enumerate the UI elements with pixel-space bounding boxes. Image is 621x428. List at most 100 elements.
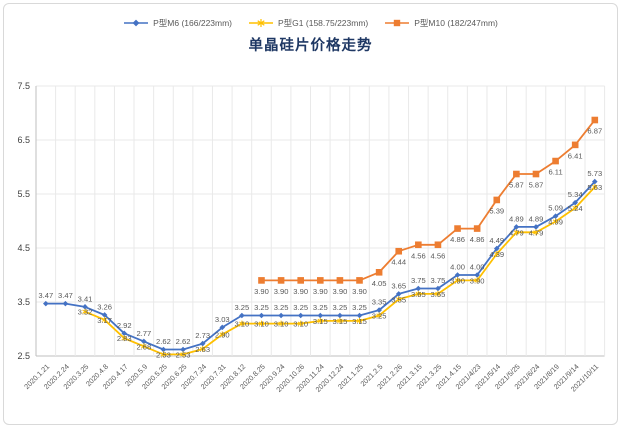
- data-label: 2.62: [156, 337, 171, 346]
- data-label: 3.25: [234, 303, 249, 312]
- data-point-marker: [454, 272, 461, 278]
- data-point-marker: [395, 296, 402, 303]
- data-point-marker: [473, 225, 481, 232]
- data-point-marker: [572, 199, 578, 206]
- data-label: 3.65: [431, 290, 446, 299]
- data-label: 4.79: [509, 228, 524, 237]
- data-point-marker: [82, 308, 88, 315]
- data-point-marker: [101, 312, 108, 318]
- data-point-marker: [415, 285, 422, 292]
- data-point-marker: [415, 290, 422, 297]
- data-point-marker: [317, 312, 324, 319]
- data-label: 5.63: [587, 183, 602, 192]
- data-point-marker: [62, 300, 69, 307]
- data-point-marker: [591, 116, 599, 124]
- data-label: 3.90: [313, 287, 328, 296]
- data-label: 4.05: [372, 279, 387, 288]
- line-star-marker-icon: [249, 19, 274, 27]
- data-point-marker: [199, 345, 206, 352]
- data-label: 2.53: [156, 350, 171, 359]
- data-point-marker: [258, 312, 265, 319]
- data-label: 3.10: [293, 320, 308, 329]
- data-label: 3.26: [97, 303, 112, 312]
- data-point-marker: [180, 351, 186, 358]
- legend-label-m10: P型M10 (182/247mm): [414, 18, 498, 28]
- data-label: 6.41: [568, 151, 583, 160]
- data-point-marker: [337, 317, 343, 324]
- data-label: 2.62: [176, 337, 191, 346]
- chart-title: 单晶硅片价格走势: [248, 38, 373, 54]
- data-label: 3.41: [78, 294, 93, 303]
- data-label: 2.73: [195, 331, 210, 340]
- data-label: 4.89: [529, 214, 544, 223]
- data-label: 3.90: [352, 287, 367, 296]
- data-label: 3.25: [293, 303, 308, 312]
- data-label: 3.90: [293, 287, 308, 296]
- data-label: 3.90: [333, 287, 348, 296]
- data-point-marker: [375, 269, 383, 276]
- data-point-marker: [592, 183, 598, 190]
- data-point-marker: [356, 277, 363, 284]
- data-label: 3.90: [450, 276, 465, 285]
- line-square-marker-icon: [385, 19, 410, 27]
- data-label: 3.25: [254, 303, 269, 312]
- data-label: 5.34: [568, 190, 583, 199]
- legend-label-g1: P型G1 (158.75/223mm): [278, 18, 369, 28]
- legend-item-m6: P型M6 (166/223mm): [123, 17, 232, 29]
- y-axis-tick-label: 5.5: [17, 189, 30, 199]
- data-point-marker: [552, 218, 559, 225]
- data-label: 3.65: [411, 290, 426, 299]
- data-point-marker: [180, 346, 186, 353]
- data-label: 5.87: [529, 181, 544, 190]
- data-point-marker: [533, 224, 539, 230]
- data-point-marker: [277, 277, 285, 284]
- data-point-marker: [454, 277, 461, 284]
- data-label: 2.77: [136, 329, 151, 338]
- chart-legend: P型M6 (166/223mm) P型G1 (158.75/223mm) P型M…: [0, 17, 621, 29]
- data-point-marker: [337, 312, 343, 319]
- data-label: 3.75: [431, 276, 446, 285]
- data-point-marker: [278, 320, 284, 327]
- data-point-marker: [493, 250, 500, 257]
- data-label: 3.35: [372, 298, 387, 307]
- data-point-marker: [317, 277, 324, 284]
- data-label: 3.10: [254, 320, 269, 329]
- data-point-marker: [533, 229, 539, 236]
- data-label: 2.63: [195, 345, 210, 354]
- data-label: 3.15: [313, 317, 328, 326]
- data-label: 3.55: [391, 295, 406, 304]
- data-point-marker: [571, 141, 579, 149]
- legend-label-m6: P型M6 (166/223mm): [153, 18, 233, 28]
- data-point-marker: [82, 304, 88, 310]
- series-line: [84, 186, 596, 356]
- data-label: 4.00: [470, 263, 485, 272]
- data-point-marker: [395, 247, 403, 255]
- data-label: 5.24: [568, 204, 583, 213]
- data-point-marker: [552, 213, 559, 219]
- y-axis-tick-label: 6.5: [17, 135, 30, 145]
- data-label: 4.39: [489, 250, 504, 259]
- data-label: 3.03: [215, 315, 230, 324]
- data-label: 2.90: [215, 330, 230, 339]
- data-point-marker: [43, 300, 49, 307]
- data-label: 2.68: [136, 342, 151, 351]
- data-point-marker: [219, 324, 226, 331]
- data-point-marker: [474, 272, 480, 278]
- data-point-marker: [572, 205, 578, 212]
- legend-item-g1: P型G1 (158.75/223mm): [248, 17, 368, 29]
- data-point-marker: [356, 317, 363, 324]
- y-axis-tick-label: 2.5: [17, 351, 30, 361]
- y-axis-tick-label: 7.5: [17, 81, 30, 91]
- data-label: 3.47: [38, 291, 53, 300]
- data-point-marker: [160, 351, 167, 358]
- data-point-marker: [376, 312, 382, 319]
- data-label: 3.32: [78, 308, 93, 317]
- data-label: 3.10: [234, 320, 249, 329]
- data-point-marker: [493, 245, 500, 252]
- data-point-marker: [141, 338, 147, 345]
- data-label: 4.86: [450, 235, 465, 244]
- data-point-marker: [336, 277, 344, 284]
- data-label: 2.83: [117, 334, 132, 343]
- data-point-marker: [121, 335, 128, 342]
